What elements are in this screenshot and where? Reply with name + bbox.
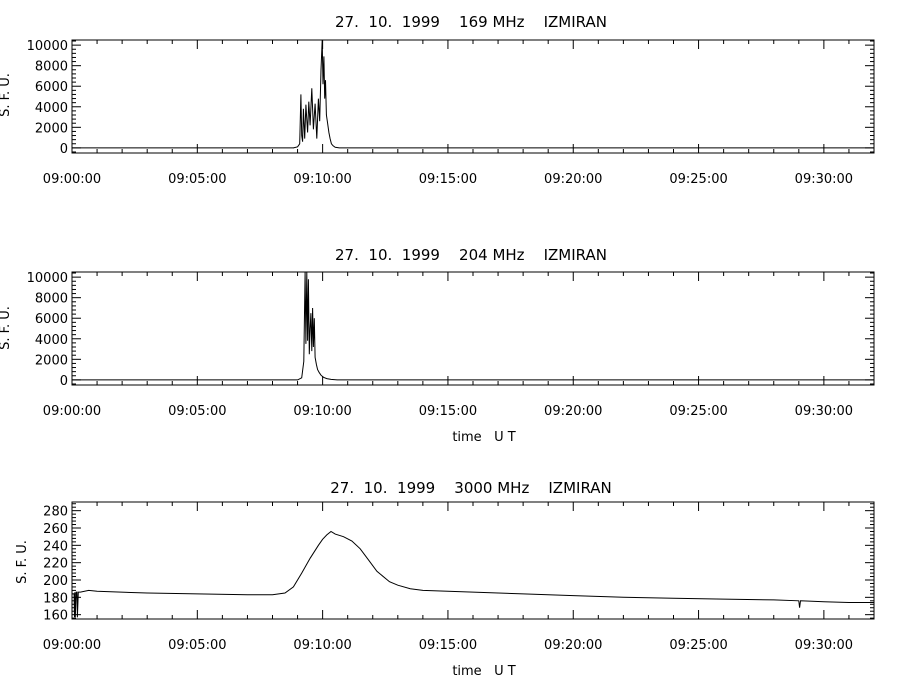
plot-frame xyxy=(71,271,875,386)
x-tick-label: 09:05:00 xyxy=(168,638,226,653)
x-axis-label: time U T xyxy=(452,430,515,445)
plot-2: 09:00:00 09:05:00 09:10:00 09:15:00 09:20:00… xyxy=(27,271,875,419)
x-tick-label: 09:20:00 xyxy=(544,172,602,187)
x-tick-label: 09:25:00 xyxy=(669,638,727,653)
y-tick-label: 4000 xyxy=(35,101,68,116)
x-axis: 09:00:00 09:05:00 09:10:00 09:15:00 09:20:00… xyxy=(43,40,875,187)
y-tick-label: 180 xyxy=(43,591,68,606)
y-axis: 0 2000 4000 6000 8000 10000 xyxy=(27,271,874,389)
chart-title: 27. 10. 1999 169 MHz IZMIRAN xyxy=(335,13,607,31)
chart-title: 27. 10. 1999 3000 MHz IZMIRAN xyxy=(330,479,612,497)
y-tick-label: 220 xyxy=(43,557,68,572)
panel-3000mhz: 27. 10. 1999 3000 MHz IZMIRAN S. F. U. t… xyxy=(15,479,875,679)
panel-204mhz: 27. 10. 1999 204 MHz IZMIRAN S. F. U. ti… xyxy=(0,246,875,445)
y-tick-label: 6000 xyxy=(35,312,68,327)
x-tick-label: 09:15:00 xyxy=(419,638,477,653)
x-tick-label: 09:15:00 xyxy=(419,404,477,419)
x-tick-label: 09:20:00 xyxy=(544,638,602,653)
x-tick-label: 09:30:00 xyxy=(795,638,853,653)
x-tick-label: 09:10:00 xyxy=(293,638,351,653)
x-tick-label: 09:00:00 xyxy=(43,638,101,653)
panel-169mhz: 27. 10. 1999 169 MHz IZMIRAN S. F. U. 09… xyxy=(0,13,875,187)
series-line xyxy=(72,39,875,149)
x-axis-label: time U T xyxy=(452,664,515,679)
x-tick-label: 09:05:00 xyxy=(168,404,226,419)
y-axis: 160 180 200 220 240 260 280 xyxy=(43,503,874,624)
y-tick-label: 4000 xyxy=(35,333,68,348)
x-tick-label: 09:30:00 xyxy=(795,404,853,419)
y-tick-label: 10000 xyxy=(27,271,68,286)
x-tick-label: 09:10:00 xyxy=(293,404,351,419)
x-tick-label: 09:05:00 xyxy=(168,172,226,187)
y-axis-label: S. F. U. xyxy=(0,73,13,117)
x-tick-label: 09:00:00 xyxy=(43,172,101,187)
y-tick-label: 240 xyxy=(43,539,68,554)
y-tick-label: 280 xyxy=(43,505,68,520)
x-tick-label: 09:25:00 xyxy=(669,172,727,187)
series-line xyxy=(72,271,875,381)
plot-frame xyxy=(71,39,875,154)
chart-title: 27. 10. 1999 204 MHz IZMIRAN xyxy=(335,246,607,264)
x-tick-label: 09:10:00 xyxy=(293,172,351,187)
y-tick-label: 10000 xyxy=(27,39,68,54)
y-tick-label: 6000 xyxy=(35,80,68,95)
y-axis-label: S. F. U. xyxy=(0,306,13,350)
x-tick-label: 09:20:00 xyxy=(544,404,602,419)
plot-frame xyxy=(71,501,875,620)
x-tick-label: 09:00:00 xyxy=(43,404,101,419)
y-tick-label: 2000 xyxy=(35,121,68,136)
y-axis: 0 2000 4000 6000 8000 10000 xyxy=(27,39,874,157)
y-tick-label: 8000 xyxy=(35,292,68,307)
plot-3: 09:00:00 09:05:00 09:10:00 09:15:00 09:20:00… xyxy=(43,501,875,653)
y-tick-label: 8000 xyxy=(35,60,68,75)
y-tick-label: 160 xyxy=(43,609,68,624)
plot-1: 09:00:00 09:05:00 09:10:00 09:15:00 09:20:00… xyxy=(27,39,875,187)
x-tick-label: 09:30:00 xyxy=(795,172,853,187)
x-tick-label: 09:25:00 xyxy=(669,404,727,419)
y-axis-label: S. F. U. xyxy=(15,540,30,584)
y-tick-label: 260 xyxy=(43,522,68,537)
x-axis: 09:00:00 09:05:00 09:10:00 09:15:00 09:20:00… xyxy=(43,272,875,419)
y-tick-label: 200 xyxy=(43,574,68,589)
x-axis: 09:00:00 09:05:00 09:10:00 09:15:00 09:20:00… xyxy=(43,502,875,653)
y-tick-label: 2000 xyxy=(35,353,68,368)
y-tick-label: 0 xyxy=(60,142,68,157)
y-tick-label: 0 xyxy=(60,374,68,389)
series-line xyxy=(72,530,874,618)
x-tick-label: 09:15:00 xyxy=(419,172,477,187)
